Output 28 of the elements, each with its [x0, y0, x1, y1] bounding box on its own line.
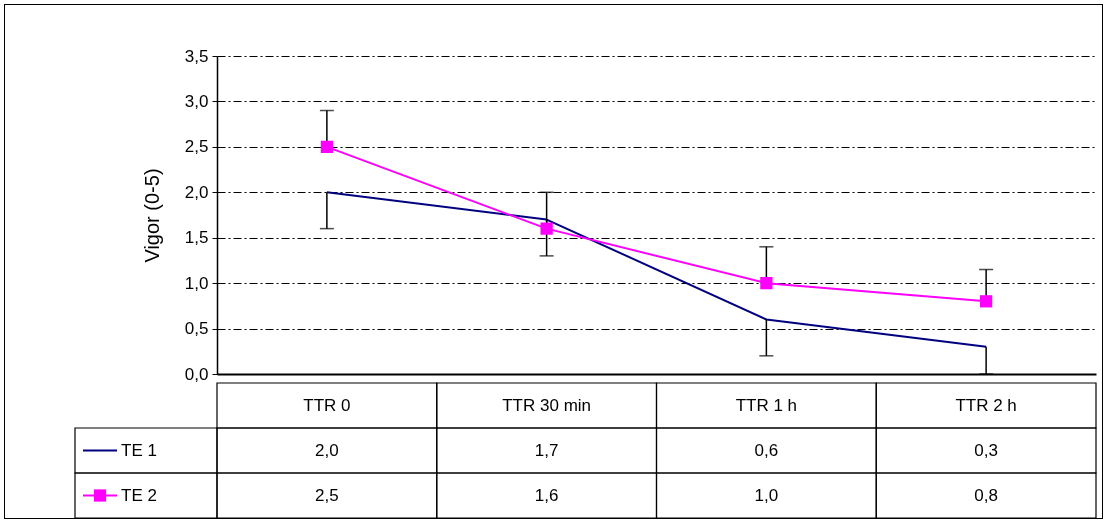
x-tick-label: TTR 30 min — [502, 395, 592, 415]
y-tick-label: 3,5 — [184, 46, 209, 66]
y-tick-label: 1,5 — [184, 228, 209, 248]
x-tick-label: TTR 2 h — [955, 395, 1017, 415]
y-tick-label: 3,0 — [184, 91, 209, 111]
point — [760, 277, 773, 290]
x-tick-label: TTR 1 h — [735, 395, 798, 415]
legend-label: TE 1 — [121, 440, 157, 460]
data-label: 2,5 — [315, 485, 339, 505]
data-label: 1,0 — [754, 485, 779, 505]
legend-label: TE 2 — [121, 485, 157, 505]
line-series — [325, 191, 988, 348]
y-tick-label: 1,0 — [184, 273, 209, 293]
y-tick-label: 2,5 — [184, 137, 209, 157]
data-label: 0,3 — [974, 440, 998, 460]
data-label: 1,6 — [534, 485, 559, 505]
x-tick-label: TTR 0 — [303, 395, 351, 415]
y-tick-label: 0,0 — [184, 364, 209, 384]
point — [320, 140, 333, 153]
y-tick-label: 2,0 — [184, 182, 209, 202]
point — [980, 295, 993, 308]
point — [540, 222, 553, 235]
data-label: 0,8 — [974, 485, 998, 505]
y-tick-label: 0,5 — [184, 319, 209, 339]
data-label: 1,7 — [534, 440, 559, 460]
data-label: 0,6 — [754, 440, 779, 460]
y-axis-title: Vigor (0-5) — [140, 168, 163, 263]
data-label: 2,0 — [315, 440, 339, 460]
